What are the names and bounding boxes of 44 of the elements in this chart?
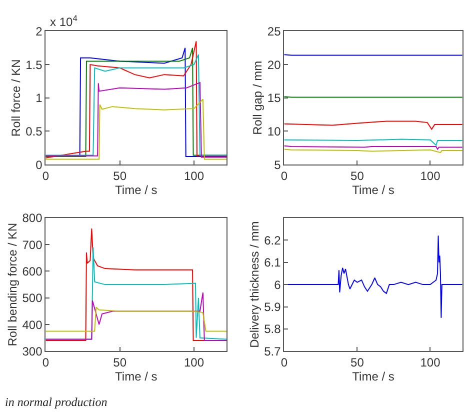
y-tick-label: 1: [36, 91, 43, 106]
text: in normal production: [5, 395, 108, 409]
y-tick-label: 2: [36, 24, 43, 38]
x-axis-title: Time / s: [115, 370, 158, 384]
line-series: [46, 306, 227, 332]
x-tick-label: 50: [350, 168, 364, 183]
y-tick-label: 5.8: [264, 322, 282, 336]
y-tick-label: 6.1: [264, 256, 282, 270]
line-series: [284, 120, 462, 130]
line-series: [46, 82, 227, 158]
y-tick-label: 700: [22, 238, 43, 252]
y-tick-label: 500: [22, 291, 43, 306]
y-tick-label: 5: [274, 158, 282, 172]
x-tick-label: 100: [420, 168, 441, 183]
line-series: [46, 98, 227, 160]
y-axis-title: Roll gap / mm: [250, 60, 265, 135]
y-tick-label: 0: [36, 158, 43, 172]
y-tick-label: 25: [267, 24, 282, 38]
y-tick-label: 600: [22, 264, 43, 278]
y-tick-label: 6: [274, 278, 282, 292]
y-tick-label: 6.2: [264, 233, 282, 248]
y-tick-label: 15: [267, 91, 282, 106]
y-axis-title: Roll bending force / KN: [6, 222, 20, 346]
y-tick-label: 800: [22, 211, 43, 226]
y-axis-title: Delivery thickness / mm: [247, 221, 262, 348]
y-axis-title: Roll force / KN: [8, 59, 23, 137]
x-axis-title: Time / s: [115, 182, 158, 197]
text: x 10$^{4}$: [50, 13, 78, 30]
y-tick-label: 300: [22, 344, 43, 358]
x-tick-label: 100: [420, 356, 441, 370]
x-axis-title: Time / s: [352, 182, 394, 197]
y-tick-label: 400: [22, 318, 43, 332]
y-tick-label: 10: [267, 124, 282, 138]
y-tick-label: 20: [267, 58, 282, 72]
x-tick-label: 50: [350, 356, 364, 370]
x-tick-label: 50: [113, 356, 127, 370]
y-tick-label: 5.7: [264, 344, 282, 358]
y-tick-label: 5.9: [264, 300, 282, 314]
x-tick-label: 50: [113, 168, 127, 183]
y-tick-label: 0.5: [26, 124, 43, 138]
x-tick-label: 100: [184, 168, 204, 183]
y-tick-label: 1.5: [26, 58, 43, 72]
x-tick-label: 100: [184, 356, 204, 370]
x-axis-title: Time / s: [352, 370, 394, 384]
